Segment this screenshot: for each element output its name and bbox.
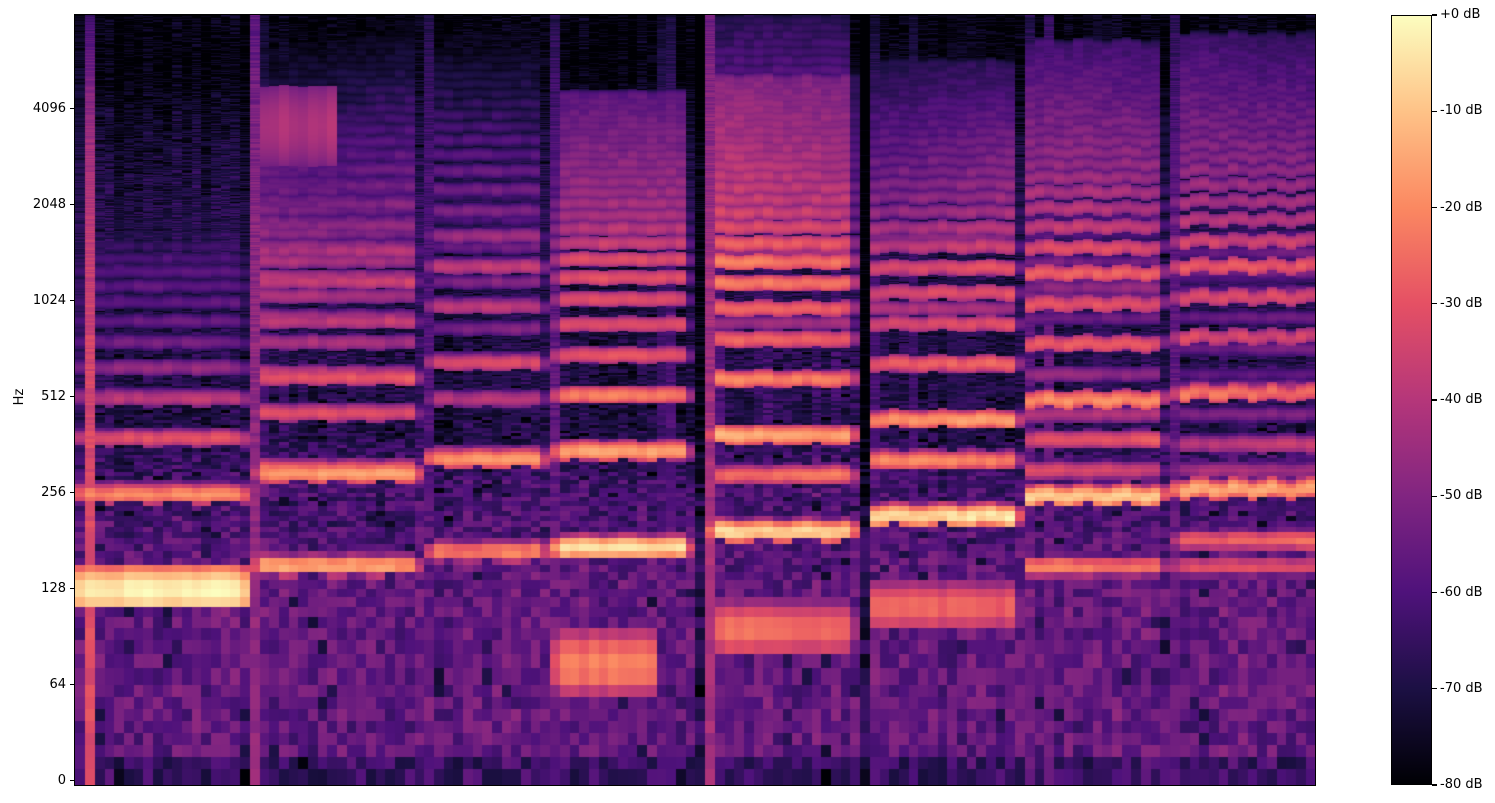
colorbar-tick-mark [1432,784,1437,786]
y-tick-mark [70,107,75,110]
colorbar-tick-mark [1432,495,1437,497]
y-tick-label: 128 [41,580,66,596]
colorbar-tick-label: -50 dB [1440,488,1483,504]
colorbar-tick-mark [1432,688,1437,690]
colorbar-tick-mark [1432,206,1437,209]
colorbar-tick-label: -80 dB [1440,777,1483,792]
y-tick-mark [70,779,75,782]
colorbar-tick-label: -70 dB [1440,680,1483,696]
y-tick-label: 0 [57,772,66,788]
spectrogram-heatmap [75,15,1315,785]
y-tick-mark [70,203,75,206]
y-tick-label: 512 [41,388,66,404]
y-tick-mark [70,395,75,398]
y-tick-label: 4096 [32,100,66,116]
colorbar-tick-label: -40 dB [1440,392,1483,407]
y-tick-mark [70,587,75,590]
y-tick-mark [70,491,75,494]
colorbar-tick-label: -60 dB [1440,584,1483,600]
colorbar-tick-label: -30 dB [1440,295,1483,311]
colorbar-tick-mark [1432,591,1437,594]
colorbar-tick-mark [1432,110,1437,112]
colorbar-tick-mark [1432,14,1437,16]
colorbar [1391,15,1432,785]
y-tick-label: 256 [41,484,66,500]
colorbar-tick-label: -10 dB [1440,103,1483,119]
colorbar-tick-mark [1432,399,1437,401]
y-tick-label: 64 [49,676,66,692]
y-tick-mark [70,683,75,686]
y-axis-label: Hz [12,388,27,406]
colorbar-tick-label: +0 dB [1440,7,1481,22]
colorbar-tick-mark [1432,303,1437,305]
y-tick-label: 2048 [32,196,66,212]
colorbar-tick-label: -20 dB [1440,199,1483,215]
y-tick-label: 1024 [32,292,66,308]
y-tick-mark [70,299,75,302]
